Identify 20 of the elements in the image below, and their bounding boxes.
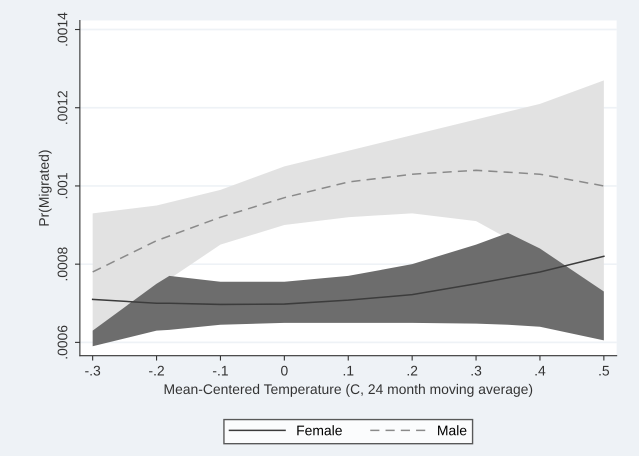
line-series xyxy=(92,256,605,306)
x-tick-label: .3 xyxy=(472,366,482,376)
y-axis-title: Pr(Migrated) xyxy=(38,150,52,226)
x-tick-label: .1 xyxy=(344,366,354,376)
x-tick-label: -.1 xyxy=(212,366,228,376)
x-axis-title: Mean-Centered Temperature (C, 24 month moving average) xyxy=(164,384,532,397)
y-tick-label: .0008 xyxy=(58,247,68,280)
x-tick-label: -.3 xyxy=(85,366,100,376)
y-tick-label: .0006 xyxy=(58,326,68,358)
x-tick-label: .5 xyxy=(599,366,610,376)
x-tick-label: .4 xyxy=(535,366,546,376)
legend-label: Male xyxy=(438,425,466,436)
legend-label: Female xyxy=(297,425,342,436)
y-tick-label: .0012 xyxy=(58,91,68,124)
line-series xyxy=(92,170,605,273)
x-tick-label: -.2 xyxy=(149,366,164,376)
x-tick-label: .2 xyxy=(408,366,418,376)
x-tick-label: 0 xyxy=(281,366,288,376)
y-tick-label: .001 xyxy=(58,173,68,198)
y-tick-label: .0014 xyxy=(58,12,68,46)
